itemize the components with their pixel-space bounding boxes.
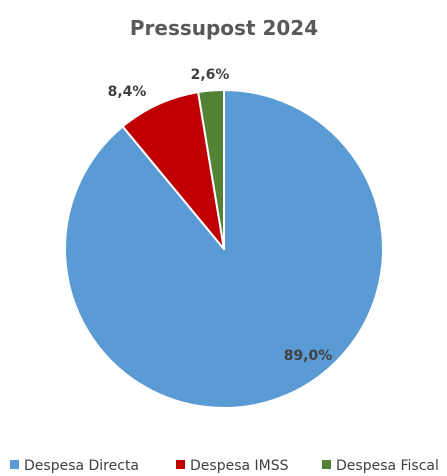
data-label-despesa-imss: 8,4% [108,84,147,100]
legend-label-despesa-fiscal: Despesa Fiscal [336,458,439,474]
data-label-despesa-directa: 89,0% [284,348,333,364]
legend-label-despesa-imss: Despesa IMSS [190,458,289,474]
data-label-despesa-fiscal: 2,6% [191,67,230,83]
data-labels: 89,0% 8,4% 2,6% [108,67,333,364]
legend-swatch-despesa-imss [176,460,185,469]
legend-swatch-despesa-fiscal [322,460,331,469]
pie-slice-despesa-fiscal [197,89,225,250]
legend-swatch-despesa-directa [10,460,19,469]
legend-label-despesa-directa: Despesa Directa [24,458,139,474]
chart-legend: Despesa Directa Despesa IMSS Despesa Fisca… [10,458,439,474]
chart-title: Pressupost 2024 [130,16,318,40]
pie-slices [64,89,384,409]
